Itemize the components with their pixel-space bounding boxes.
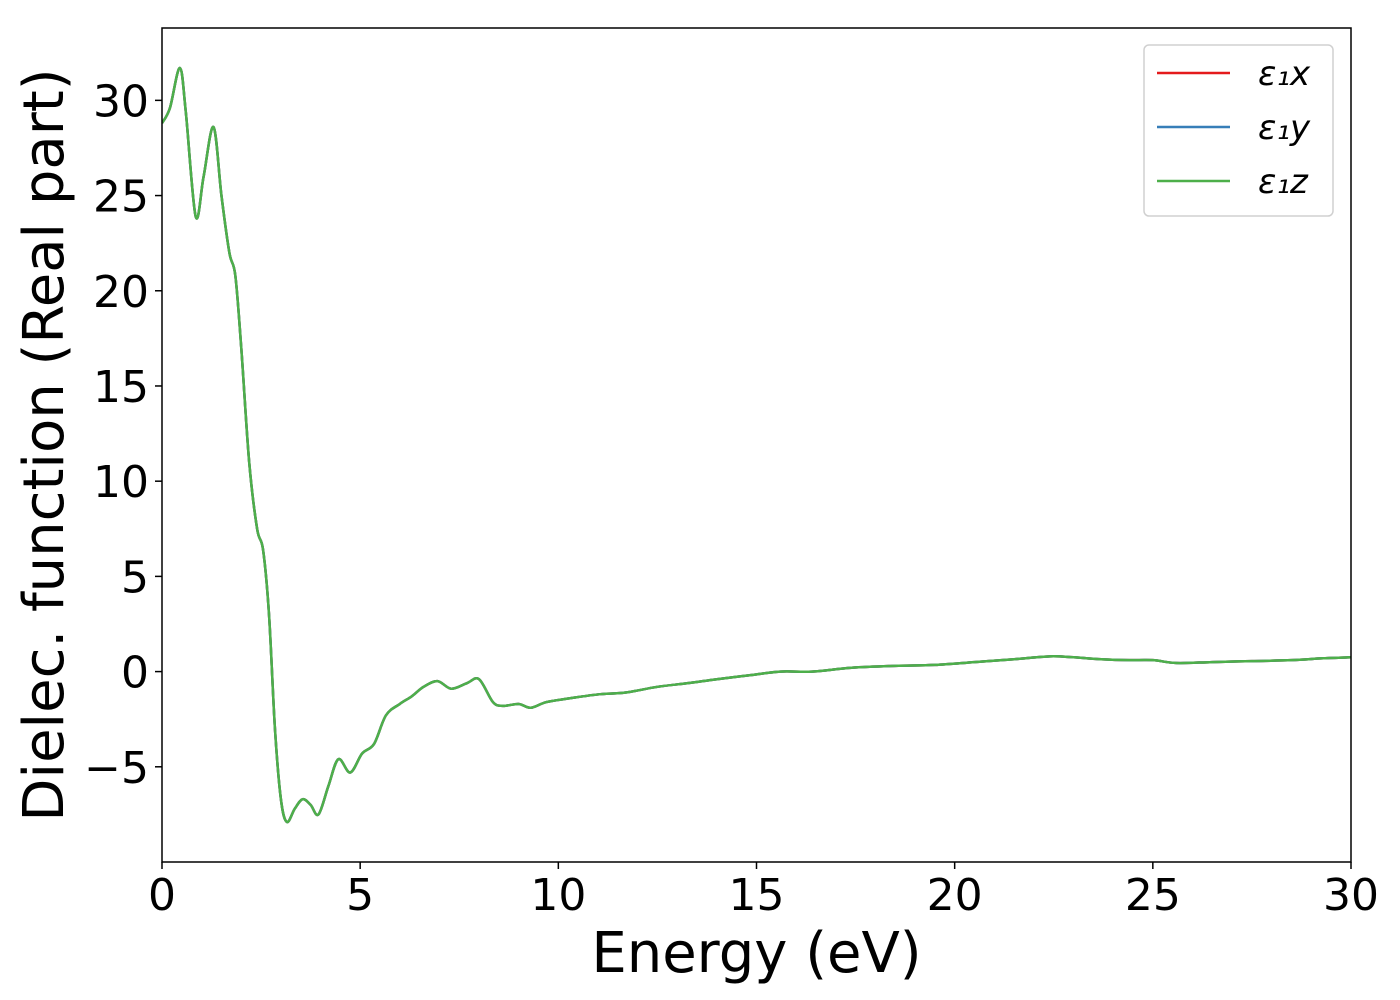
series-layer <box>162 66 1351 824</box>
x-tick-label: 10 <box>530 870 586 921</box>
x-tick-label: 0 <box>148 870 176 921</box>
x-tick-label: 30 <box>1323 870 1379 921</box>
legend-box <box>1143 44 1334 217</box>
y-axis-ticks: −5 0 5 10 15 20 25 30 <box>84 76 162 794</box>
x-tick-label: 25 <box>1125 870 1181 921</box>
x-axis-label: Energy (eV) <box>591 921 921 986</box>
y-tick-label: −5 <box>84 743 149 794</box>
legend-entry: ε₁y <box>1258 108 1311 148</box>
y-tick-label: 10 <box>93 457 149 508</box>
y-axis-label: Dielec. function (Real part) <box>12 68 77 821</box>
x-tick-label: 20 <box>927 870 983 921</box>
y-tick-label: 0 <box>121 648 149 699</box>
legend-entry: ε₁x <box>1258 54 1311 94</box>
y-tick-label: 20 <box>93 267 149 318</box>
x-tick-label: 5 <box>346 870 374 921</box>
y-tick-label: 30 <box>93 76 149 127</box>
y-tick-label: 15 <box>93 362 149 413</box>
y-tick-label: 25 <box>93 172 149 223</box>
y-tick-label: 5 <box>121 552 149 603</box>
legend-entry: ε₁z <box>1258 162 1309 202</box>
x-axis-ticks: 0 5 10 15 20 25 30 <box>148 862 1379 921</box>
series-line-2 <box>162 66 1351 824</box>
x-tick-label: 15 <box>729 870 785 921</box>
legend: ε₁x ε₁y ε₁z <box>1143 44 1334 217</box>
